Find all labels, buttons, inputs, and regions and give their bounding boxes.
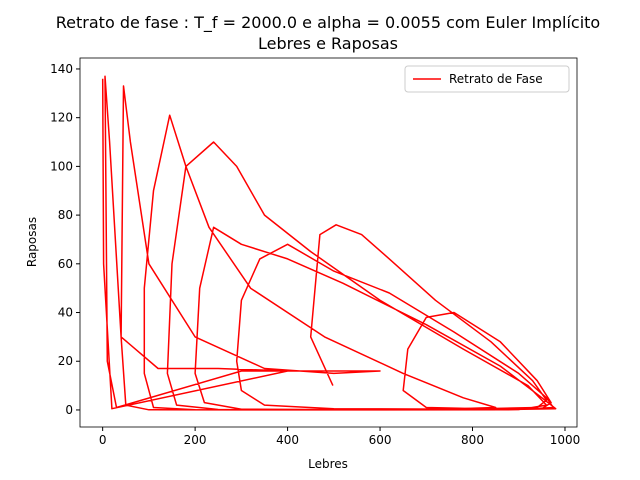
plot-frame — [79, 57, 578, 428]
x-tick-label: 200 — [184, 433, 207, 447]
x-tick-label: 800 — [461, 433, 484, 447]
legend-box — [404, 65, 570, 93]
x-tick-label: 400 — [276, 433, 299, 447]
y-axis-label: Raposas — [25, 217, 39, 267]
y-tick-label: 40 — [58, 306, 73, 320]
x-tick-label: 0 — [99, 433, 107, 447]
x-tick-label: 600 — [369, 433, 392, 447]
legend-label: Retrato de Fase — [449, 72, 543, 86]
chart-title: Retrato de fase : T_f = 2000.0 e alpha =… — [56, 13, 600, 33]
chart-subtitle: Lebres e Raposas — [258, 34, 398, 53]
y-tick-label: 80 — [58, 208, 73, 222]
x-tick-label: 1000 — [550, 433, 581, 447]
y-tick-label: 0 — [65, 403, 73, 417]
y-tick-label: 100 — [50, 159, 73, 173]
y-tick-label: 140 — [50, 62, 73, 76]
y-tick-label: 120 — [50, 111, 73, 125]
phase-line — [101, 75, 557, 411]
x-axis-label: Lebres — [308, 457, 348, 471]
y-tick-label: 60 — [58, 257, 73, 271]
y-tick-label: 20 — [58, 354, 73, 368]
